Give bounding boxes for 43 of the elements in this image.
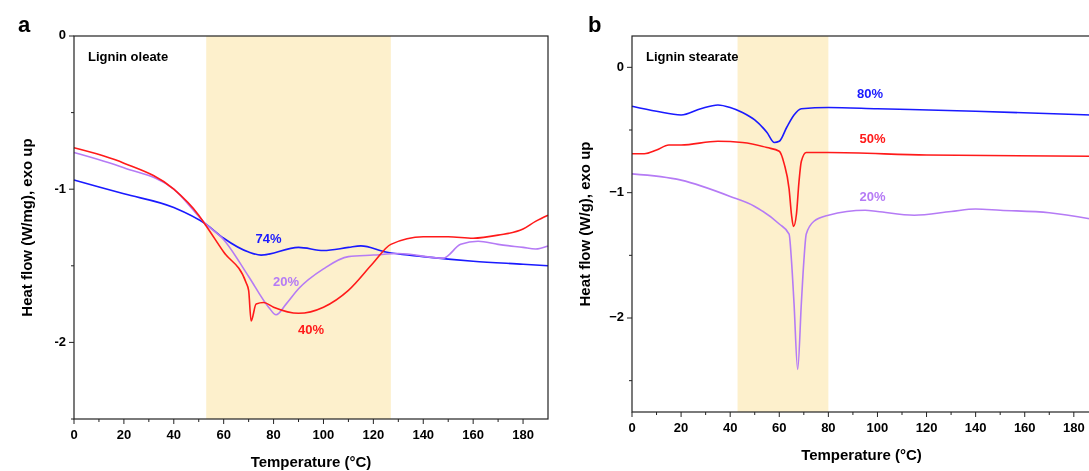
series-label: 40% bbox=[297, 321, 325, 337]
x-tick-label: 180 bbox=[1062, 420, 1085, 435]
text: a bbox=[18, 12, 31, 37]
line-series bbox=[631, 104, 1089, 144]
line-series bbox=[631, 173, 1089, 371]
x-tick-label: 120 bbox=[362, 427, 385, 442]
x-axis-title: Temperature (°C) bbox=[250, 453, 372, 470]
x-tick-label: 100 bbox=[866, 420, 889, 435]
series-label: 50% bbox=[859, 131, 886, 147]
y-tick-label: -2 bbox=[54, 333, 66, 349]
x-tick-label: 180 bbox=[512, 427, 534, 442]
text: Lignin stearate bbox=[646, 49, 739, 64]
x-tick-label: 80 bbox=[821, 420, 836, 435]
line-series bbox=[73, 179, 549, 267]
x-tick-label: 40 bbox=[166, 427, 182, 442]
x-tick-label: 140 bbox=[964, 420, 987, 435]
x-tick-label: 20 bbox=[673, 420, 689, 435]
text: b bbox=[588, 12, 602, 37]
y-axis-title: Heat flow (W/mg), exo up bbox=[18, 138, 35, 317]
y-tick-label: -1 bbox=[54, 180, 66, 196]
series-label: 80% bbox=[857, 85, 884, 101]
y-tick-label: −1 bbox=[609, 184, 624, 200]
x-axis-title: Temperature (°C) bbox=[801, 446, 922, 463]
x-tick-label: 20 bbox=[116, 427, 132, 442]
series-label: 20% bbox=[859, 189, 886, 205]
x-tick-label: 60 bbox=[772, 420, 787, 435]
x-tick-label: 120 bbox=[915, 420, 938, 435]
y-tick-label: −2 bbox=[609, 309, 624, 325]
x-tick-label: 100 bbox=[312, 427, 335, 442]
series-label: 20% bbox=[273, 273, 300, 289]
x-tick-label: 0 bbox=[70, 427, 78, 442]
x-tick-label: 160 bbox=[1013, 420, 1036, 435]
x-tick-label: 0 bbox=[628, 420, 636, 435]
series-label: 74% bbox=[255, 230, 283, 246]
y-tick-label: 0 bbox=[58, 27, 66, 43]
text: Lignin oleate bbox=[88, 49, 169, 64]
y-tick-label: 0 bbox=[616, 58, 624, 74]
y-axis-title: Heat flow (W/g), exo up bbox=[576, 141, 593, 307]
x-tick-label: 80 bbox=[266, 427, 281, 442]
x-tick-label: 160 bbox=[462, 427, 485, 442]
x-tick-label: 60 bbox=[216, 427, 231, 442]
x-tick-label: 40 bbox=[722, 420, 738, 435]
x-tick-label: 140 bbox=[412, 427, 435, 442]
